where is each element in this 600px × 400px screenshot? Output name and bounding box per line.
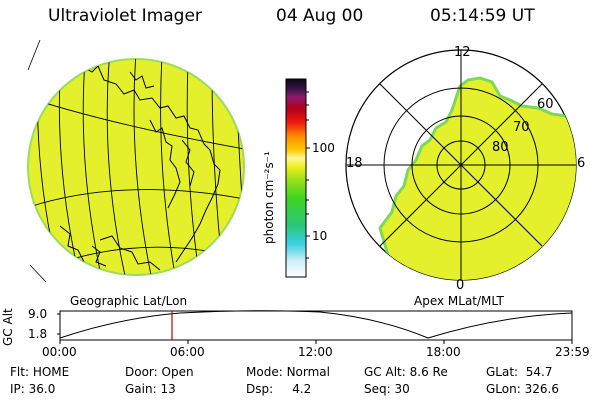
glat-value: 54.7 — [525, 365, 553, 379]
polar-panel-label: Apex MLat/MLT — [414, 294, 504, 308]
coastline-outline — [59, 64, 221, 271]
xtick-1800: 18:00 — [426, 345, 461, 359]
colorbar-unit-label: photon cm⁻²s⁻¹ — [262, 151, 276, 244]
xtick-2359: 23:59 — [555, 345, 590, 359]
geo-panel-label: Geographic Lat/Lon — [70, 294, 188, 308]
polar-panel — [345, 49, 577, 281]
lat-70-label: 70 — [513, 120, 530, 135]
instrument-title: Ultraviolet Imager — [48, 6, 202, 26]
info-glon: GLon: 326.6 — [486, 382, 559, 396]
mode-value: Normal — [286, 365, 330, 379]
xtick-0600: 06:00 — [170, 345, 205, 359]
mlt-6-label: 6 — [577, 156, 586, 171]
lat-80-label: 80 — [492, 140, 509, 155]
glat-label: GLat: — [486, 365, 519, 379]
flt-label: Flt: — [10, 365, 29, 379]
altitude-plot — [57, 310, 573, 344]
colorbar-tick-10: 10 — [312, 229, 328, 243]
info-mode: Mode: Normal — [246, 365, 330, 379]
info-glat: GLat: 54.7 — [486, 365, 552, 379]
geographic-panel — [27, 39, 245, 283]
gcalt-value: 8.6 Re — [409, 365, 448, 379]
door-value: Open — [161, 365, 194, 379]
ip-label: IP: — [10, 382, 25, 396]
flt-value: HOME — [32, 365, 70, 379]
mode-label: Mode: — [246, 365, 283, 379]
xtick-1200: 12:00 — [298, 345, 333, 359]
dsp-value: 4.2 — [292, 382, 312, 396]
gain-label: Gain: — [125, 382, 157, 396]
ip-value: 36.0 — [28, 382, 56, 396]
colorbar — [285, 78, 310, 278]
date-label: 04 Aug 00 — [276, 6, 364, 26]
time-label: 05:14:59 UT — [430, 6, 535, 26]
altitude-ticks — [57, 313, 573, 344]
info-flt: Flt: HOME — [10, 365, 69, 379]
colorbar-ticks — [306, 91, 310, 259]
door-label: Door: — [125, 365, 158, 379]
polar-grid — [346, 50, 576, 280]
altitude-curve — [59, 310, 573, 339]
mlt-12-label: 12 — [454, 45, 471, 60]
gcalt-label: GC Alt: — [364, 365, 406, 379]
xtick-0000: 00:00 — [42, 345, 77, 359]
colorbar-gradient — [285, 78, 307, 278]
lat-60-label: 60 — [537, 97, 554, 112]
altitude-ytick-bottom: 1.8 — [28, 327, 48, 341]
info-gcalt: GC Alt: 8.6 Re — [364, 365, 448, 379]
info-ip: IP: 36.0 — [10, 382, 55, 396]
info-seq: Seq: 30 — [364, 382, 410, 396]
info-gain: Gain: 13 — [125, 382, 176, 396]
dsp-label: Dsp: — [246, 382, 274, 396]
seq-label: Seq: — [364, 382, 391, 396]
altitude-frame — [59, 310, 573, 341]
mlt-18-label: 18 — [346, 156, 363, 171]
altitude-ytick-top: 9.0 — [28, 307, 48, 321]
mlt-0-label: 0 — [456, 278, 465, 293]
colorbar-tick-100: 100 — [312, 141, 335, 155]
gain-value: 13 — [160, 382, 176, 396]
glon-label: GLon: — [486, 382, 521, 396]
seq-value: 30 — [394, 382, 410, 396]
info-dsp: Dsp: 4.2 — [246, 382, 311, 396]
glon-value: 326.6 — [524, 382, 559, 396]
info-door: Door: Open — [125, 365, 194, 379]
title-bar: Ultraviolet Imager 04 Aug 00 05:14:59 UT — [0, 6, 600, 30]
altitude-ylabel: GC Alt — [1, 308, 15, 346]
